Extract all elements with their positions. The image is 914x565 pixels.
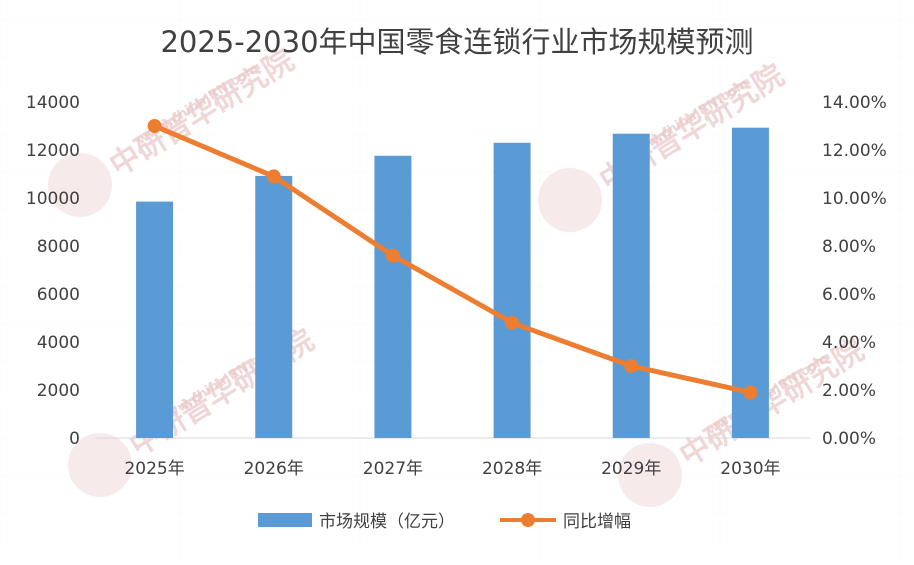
- line-point: [266, 169, 281, 184]
- x-tick-label: 2029年: [601, 459, 661, 479]
- bar: [612, 133, 650, 438]
- watermark-logo: [68, 433, 132, 497]
- x-tick-label: 2028年: [482, 459, 542, 479]
- left-tick-label: 2000: [37, 381, 80, 401]
- bar-series: [136, 127, 769, 439]
- line-series: [147, 119, 758, 400]
- right-tick-label: 2.00%: [822, 381, 876, 401]
- right-tick-label: 4.00%: [822, 333, 876, 353]
- left-tick-label: 0: [69, 429, 80, 449]
- line-point: [743, 385, 758, 400]
- left-tick-label: 12000: [26, 141, 80, 161]
- x-tick-label: 2030年: [720, 459, 780, 479]
- x-axis-ticks: 2025年 2026年 2027年 2028年 2029年 2030年: [124, 459, 780, 479]
- line-point: [385, 248, 400, 263]
- x-tick-label: 2026年: [244, 459, 304, 479]
- series-line: [152, 123, 753, 395]
- left-tick-label: 6000: [37, 285, 80, 305]
- right-tick-label: 10.00%: [822, 189, 887, 209]
- legend-line-label: 同比增幅: [563, 512, 631, 532]
- legend-bar-swatch: [258, 513, 312, 527]
- right-tick-label: 12.00%: [822, 141, 887, 161]
- bar: [493, 142, 531, 439]
- right-tick-label: 0.00%: [822, 429, 876, 449]
- bar: [136, 201, 174, 438]
- left-tick-label: 4000: [37, 333, 80, 353]
- line-point: [624, 359, 639, 373]
- x-tick-label: 2027年: [363, 459, 423, 479]
- legend-bar-label: 市场规模（亿元）: [319, 512, 455, 532]
- x-tick-label: 2025年: [124, 459, 184, 479]
- right-axis-ticks: 0.00% 2.00% 4.00% 6.00% 8.00% 10.00% 12.00% 14.…: [822, 93, 887, 449]
- watermark-logo: [618, 443, 682, 507]
- right-tick-label: 14.00%: [822, 93, 887, 113]
- legend-line-marker: [521, 513, 535, 527]
- chart-title: 2025-2030年中国零食连锁行业市场规模预测: [160, 25, 753, 59]
- line-point: [147, 119, 162, 133]
- bar: [255, 175, 293, 439]
- left-tick-label: 8000: [37, 237, 80, 257]
- left-tick-label: 10000: [26, 189, 80, 209]
- right-tick-label: 6.00%: [822, 285, 876, 305]
- left-tick-label: 14000: [26, 93, 80, 113]
- bar: [374, 155, 412, 438]
- left-axis-ticks: 0 2000 4000 6000 8000 10000 12000 14000: [26, 93, 80, 449]
- line-point: [505, 315, 520, 330]
- watermark-logo: [538, 168, 602, 232]
- right-tick-label: 8.00%: [822, 237, 876, 257]
- watermark-logo: [48, 153, 112, 217]
- legend: 市场规模（亿元） 同比增幅: [258, 512, 631, 532]
